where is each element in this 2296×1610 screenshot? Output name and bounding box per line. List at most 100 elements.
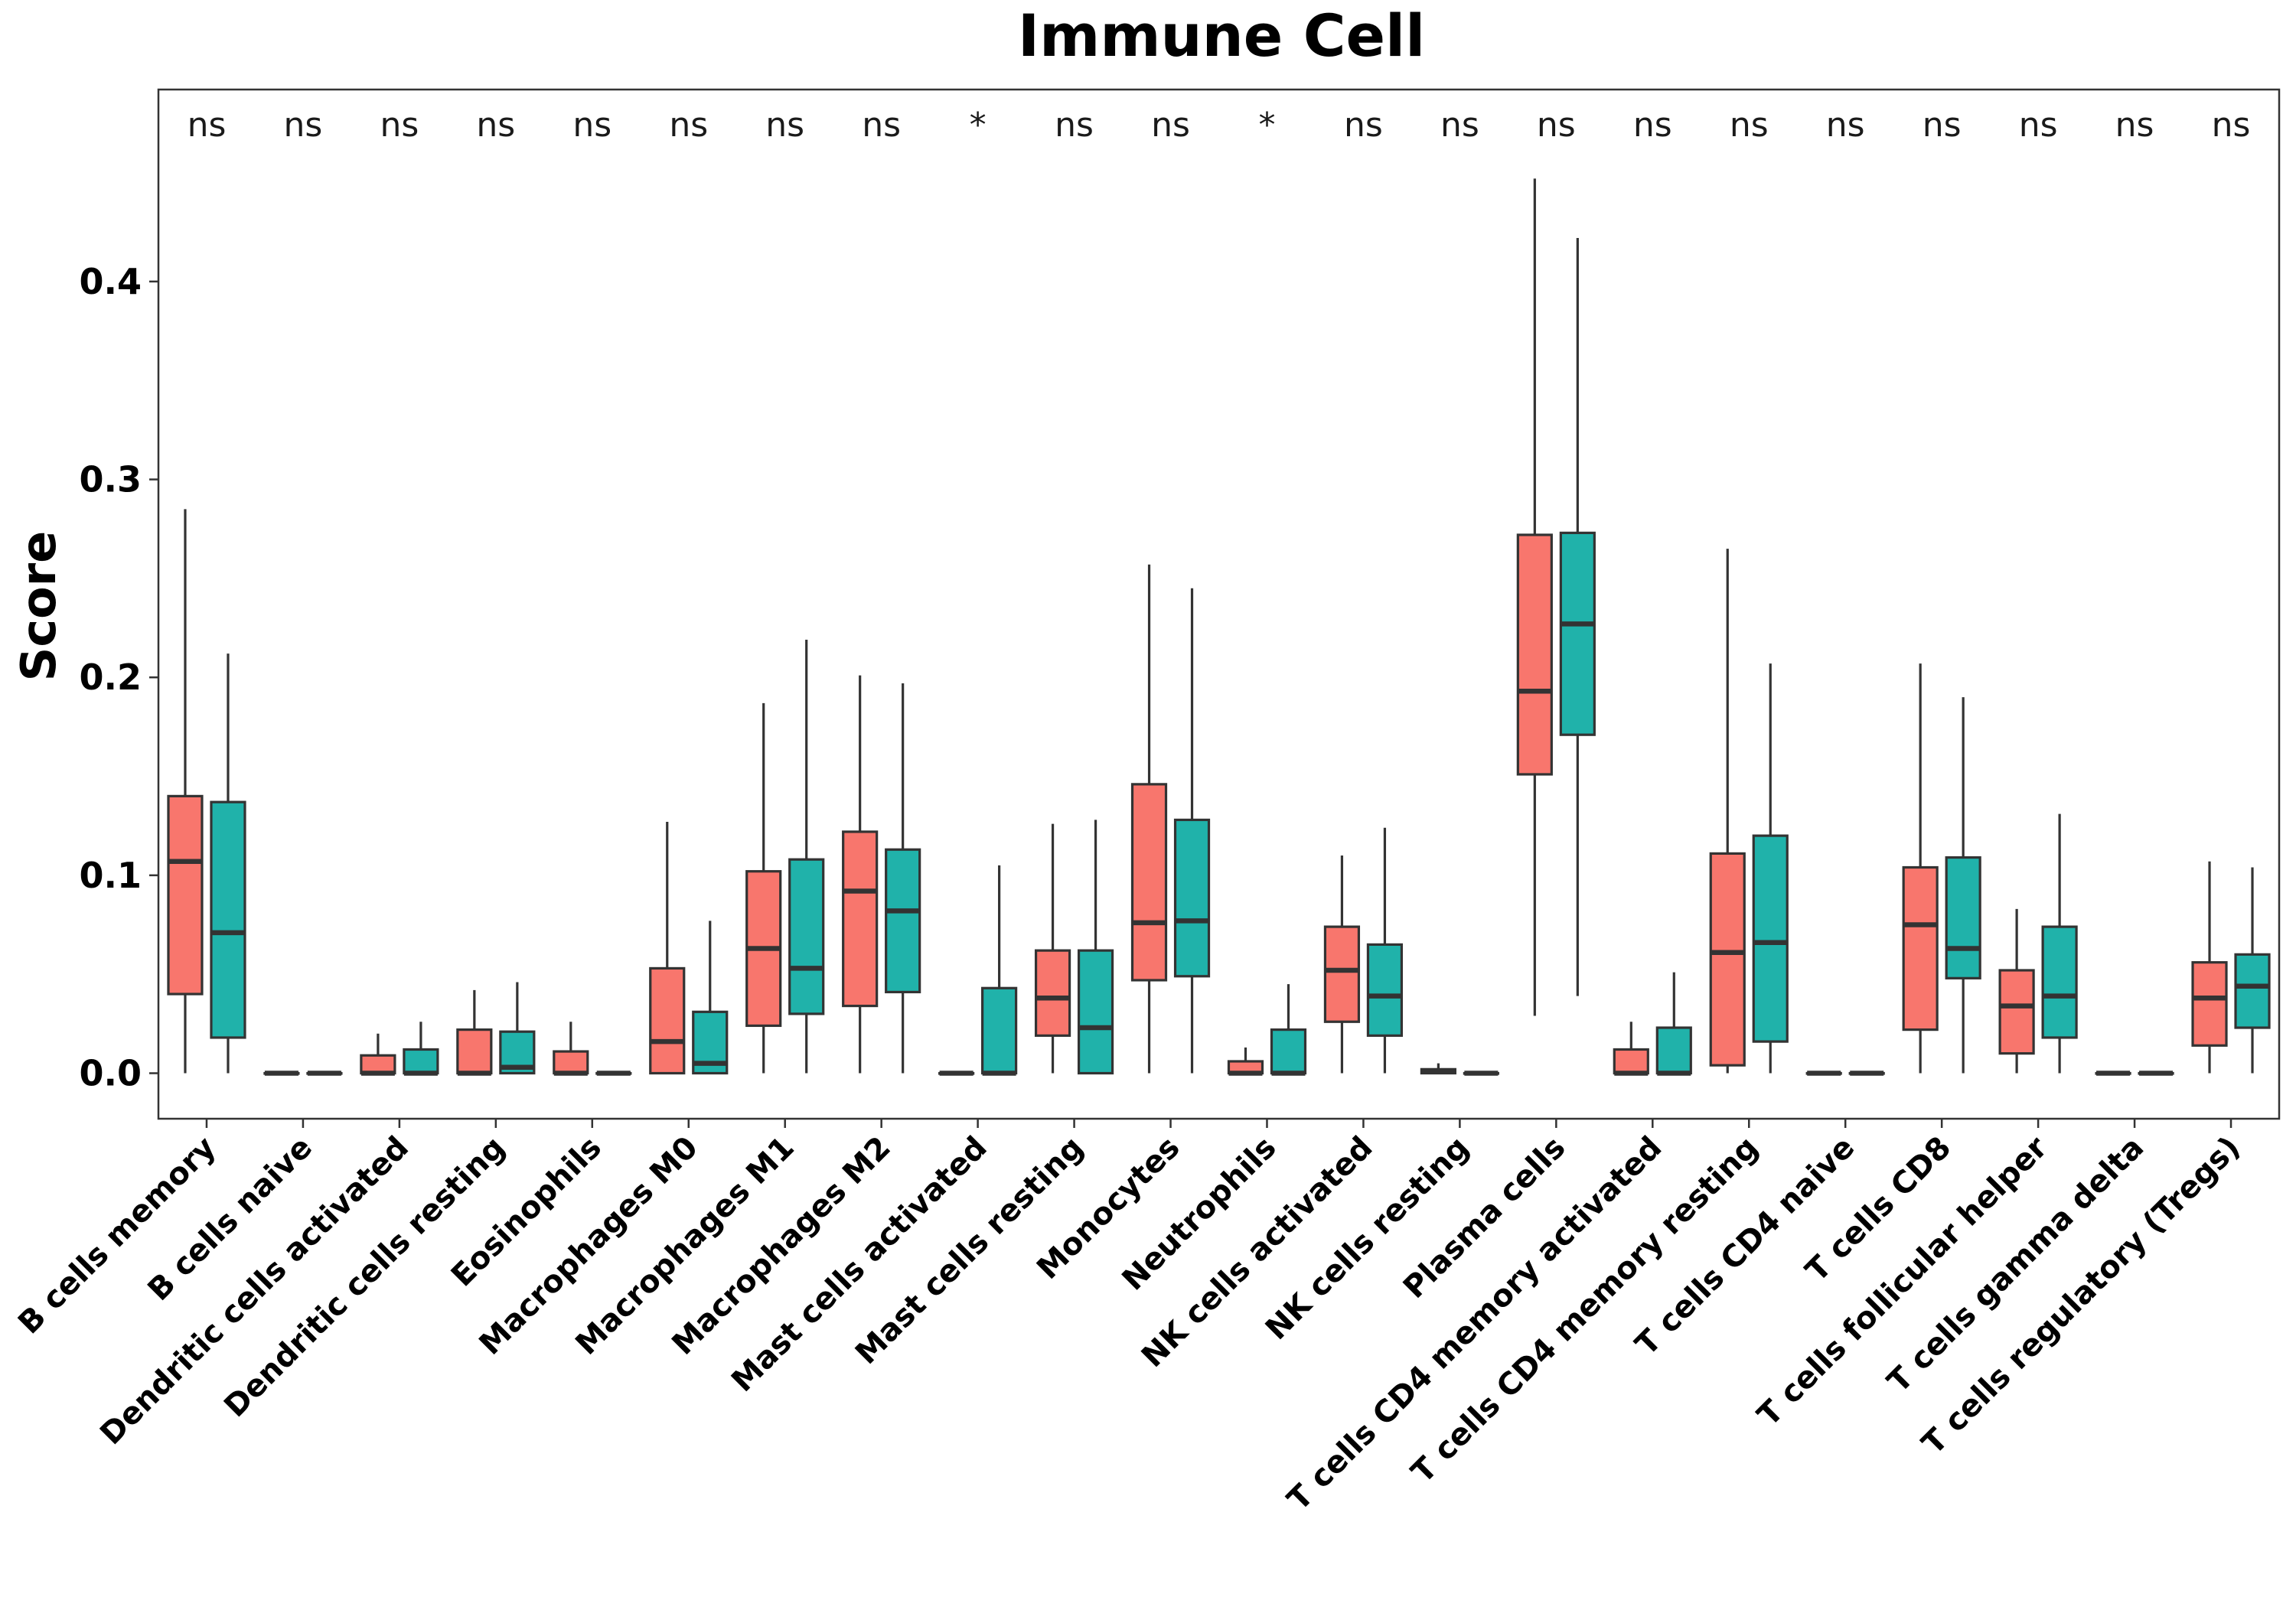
significance-label: ns <box>1344 106 1383 145</box>
box-iqr <box>403 1048 439 1075</box>
box-iqr <box>360 1054 396 1075</box>
box-group1 <box>1227 1047 1264 1076</box>
box-iqr <box>210 800 246 1039</box>
box-iqr <box>1034 949 1071 1037</box>
significance-label: ns <box>1633 106 1672 145</box>
y-tick-label: 0.2 <box>80 657 142 698</box>
box-iqr <box>1270 1028 1307 1075</box>
box-group2 <box>1945 697 1981 1074</box>
box-group2 <box>1270 984 1307 1076</box>
y-tick-label: 0.4 <box>80 261 142 302</box>
box-group2 <box>1655 972 1692 1076</box>
significance-label: ns <box>380 106 419 145</box>
box-iqr <box>1613 1048 1649 1075</box>
chart-title: Immune Cell <box>1018 2 1425 70</box>
significance-label: ns <box>2115 106 2154 145</box>
box-group1 <box>1902 663 1939 1074</box>
box-iqr <box>456 1028 493 1075</box>
significance-label: ns <box>1923 106 1962 145</box>
box-group1 <box>1130 564 1168 1074</box>
box-layer <box>167 178 2271 1076</box>
box-group2 <box>1366 827 1404 1074</box>
box-iqr <box>2234 953 2271 1029</box>
box-iqr <box>1902 865 1939 1032</box>
significance-label: ns <box>669 106 708 145</box>
box-group1 <box>1420 1063 1456 1075</box>
box-iqr <box>1077 949 1114 1075</box>
significance-label: * <box>970 106 987 145</box>
box-iqr <box>167 794 204 996</box>
box-iqr <box>1945 856 1981 979</box>
y-axis: 0.0 0.1 0.2 0.3 0.4 <box>80 261 158 1094</box>
significance-label: ns <box>862 106 901 145</box>
box-group1 <box>167 509 204 1074</box>
box-group1 <box>360 1033 396 1076</box>
box-group2 <box>981 865 1018 1076</box>
box-iqr <box>1752 834 1789 1043</box>
box-group1 <box>842 675 879 1074</box>
box-iqr <box>1998 969 2035 1055</box>
box-iqr <box>981 986 1018 1075</box>
significance-label: ns <box>284 106 323 145</box>
box-group1 <box>1034 823 1071 1074</box>
box-group2 <box>788 640 825 1074</box>
y-axis-label: Score <box>11 531 67 682</box>
significance-label: ns <box>572 106 612 145</box>
box-group2 <box>2234 867 2271 1074</box>
y-tick-label: 0.3 <box>80 459 142 500</box>
box-group1 <box>1998 908 2035 1074</box>
significance-label: ns <box>1730 106 1769 145</box>
significance-label: ns <box>1826 106 1865 145</box>
box-group1 <box>553 1022 589 1076</box>
box-group2 <box>1077 820 1114 1075</box>
y-tick-label: 0.1 <box>80 855 142 896</box>
box-iqr <box>885 848 921 994</box>
box-iqr <box>553 1050 589 1075</box>
box-iqr <box>1130 783 1168 982</box>
box-iqr <box>842 830 879 1008</box>
box-group1 <box>1613 1022 1649 1076</box>
box-group1 <box>745 702 782 1074</box>
box-group2 <box>692 921 729 1075</box>
box-group2 <box>1173 588 1211 1074</box>
box-group1 <box>1709 549 1746 1074</box>
plot-panel-frame <box>157 88 2281 1120</box>
box-group1 <box>2191 861 2228 1074</box>
box-iqr <box>1559 531 1596 736</box>
box-group2 <box>499 982 536 1075</box>
x-tick-label: B cells naive <box>142 1130 319 1308</box>
box-iqr <box>2041 925 2078 1039</box>
box-iqr <box>2191 961 2228 1047</box>
box-iqr <box>649 966 686 1075</box>
box-iqr <box>1709 852 1746 1067</box>
significance-label: ns <box>765 106 804 145</box>
box-iqr <box>1366 943 1404 1037</box>
box-group2 <box>1559 237 1596 996</box>
significance-label: ns <box>476 106 515 145</box>
box-group2 <box>885 683 921 1074</box>
y-tick-label: 0.0 <box>80 1053 142 1094</box>
box-group2 <box>403 1022 439 1076</box>
significance-label: ns <box>1440 106 1479 145</box>
box-iqr <box>788 858 825 1015</box>
significance-label: * <box>1258 106 1275 145</box>
significance-label: ns <box>188 106 227 145</box>
significance-label: ns <box>1537 106 1576 145</box>
box-group1 <box>456 989 493 1076</box>
box-group1 <box>1323 855 1361 1074</box>
x-tick-label: Plasma cells <box>1397 1130 1572 1305</box>
significance-label: ns <box>2212 106 2251 145</box>
box-group2 <box>210 653 246 1074</box>
box-group1 <box>649 822 686 1075</box>
box-iqr <box>1173 818 1211 978</box>
x-tick-label: T cells CD4 memory resting <box>1405 1130 1766 1491</box>
significance-label: ns <box>2019 106 2058 145</box>
box-group2 <box>1752 663 1789 1074</box>
significance-label: ns <box>1151 106 1190 145</box>
significance-labels: ns ns ns ns ns ns ns ns * ns ns * ns ns ns ns ns ns ns ns ns… <box>188 106 2251 145</box>
box-iqr <box>1516 533 1553 776</box>
box-group1 <box>1516 178 1553 1016</box>
